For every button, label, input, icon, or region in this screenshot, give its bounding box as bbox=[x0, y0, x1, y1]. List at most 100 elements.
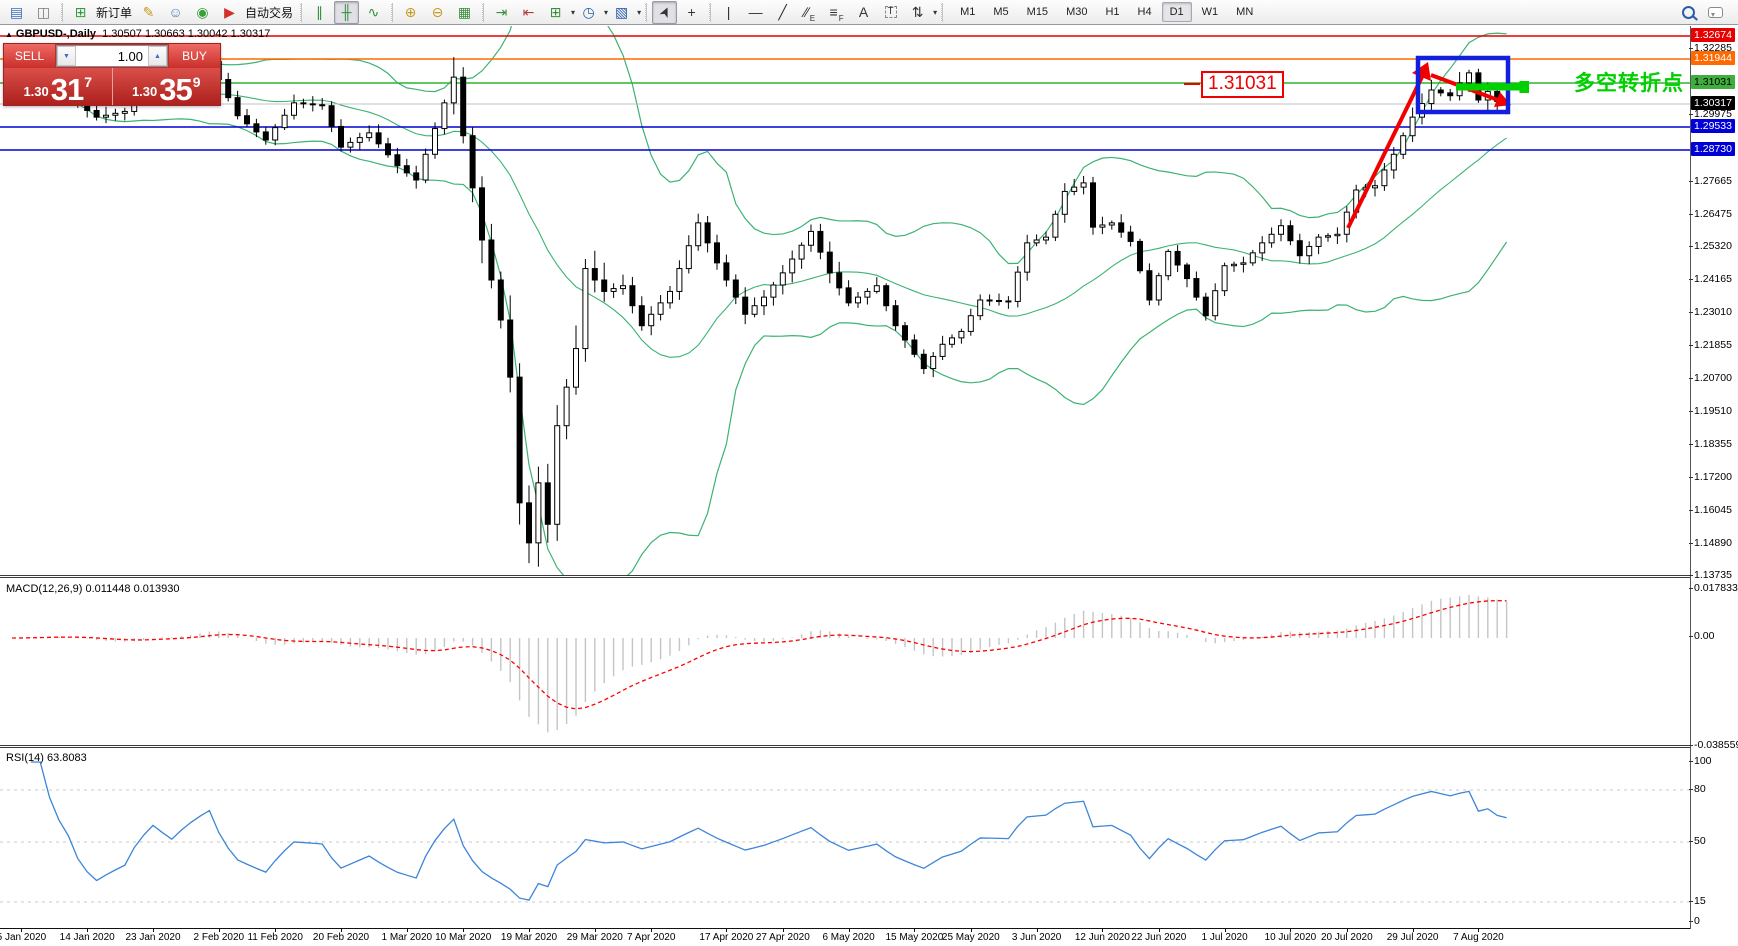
autotrading-icon-label[interactable]: 自动交易 bbox=[245, 5, 294, 20]
community-icon: ☺ bbox=[168, 4, 183, 20]
price-tick-label: 1.23010 bbox=[1689, 306, 1732, 318]
turning-point-bar-handle[interactable] bbox=[1519, 81, 1530, 93]
new-chart-icon[interactable]: ▤ bbox=[4, 1, 29, 24]
indicators-icon-dropdown[interactable]: ▾ bbox=[571, 7, 576, 17]
date-tick-mark bbox=[275, 929, 277, 932]
bid-price[interactable]: 1.30 31 7 bbox=[4, 68, 113, 105]
rsi-pane-surface[interactable] bbox=[0, 748, 1690, 928]
date-tick-label: 29 Jul 2020 bbox=[1386, 932, 1439, 943]
price-tick-label: 1.25320 bbox=[1689, 240, 1732, 252]
toolbar-separator bbox=[482, 2, 485, 22]
date-tick-mark bbox=[848, 929, 850, 932]
turning-point-bar[interactable] bbox=[1456, 83, 1529, 91]
price-chart-surface[interactable] bbox=[0, 26, 1690, 576]
timeframe-h1[interactable]: H1 bbox=[1105, 6, 1120, 18]
fibonacci-icon[interactable]: ≡ F bbox=[829, 4, 844, 23]
new-order-icon[interactable]: ⊞ bbox=[68, 1, 93, 24]
timeframe-h4[interactable]: H4 bbox=[1137, 6, 1152, 18]
zoom-in-icon[interactable]: ⊕ bbox=[398, 1, 423, 24]
zoom-out-icon[interactable]: ⊖ bbox=[425, 1, 450, 24]
date-tick-label: 11 Feb 2020 bbox=[247, 932, 303, 943]
timeframe-m15[interactable]: M15 bbox=[1026, 6, 1049, 18]
pane-separator[interactable] bbox=[0, 745, 1690, 748]
toolbar-separator bbox=[709, 2, 712, 22]
pane-separator[interactable] bbox=[0, 575, 1690, 578]
collapse-arrow-icon[interactable]: ▲ bbox=[5, 30, 13, 39]
arrows-tool-icon[interactable]: ⇅ bbox=[905, 1, 930, 24]
hline-icon: — bbox=[748, 4, 763, 20]
line-chart-icon[interactable]: ∿ bbox=[361, 1, 386, 24]
vline-icon[interactable]: | bbox=[716, 1, 741, 24]
templates-icon[interactable]: ▧ bbox=[609, 1, 634, 24]
date-tick-mark bbox=[153, 929, 154, 932]
rsi-line bbox=[30, 761, 1507, 901]
fibonacci-icon: ≡ bbox=[829, 4, 838, 20]
timeframe-m30[interactable]: M30 bbox=[1066, 6, 1088, 18]
sell-button[interactable]: SELL bbox=[4, 44, 55, 68]
signal-icon[interactable]: ◉ bbox=[190, 1, 215, 24]
date-tick-mark bbox=[463, 929, 465, 932]
timeframe-mn[interactable]: MN bbox=[1236, 6, 1254, 18]
rsi-tick-label: 0 bbox=[1689, 915, 1700, 927]
date-tick-mark bbox=[341, 929, 342, 932]
trendline-icon[interactable]: ╱ bbox=[770, 1, 795, 24]
bid-prefix: 1.30 bbox=[23, 84, 49, 99]
bid-big-digits: 31 bbox=[50, 72, 84, 107]
chart-shift-icon[interactable]: ⇤ bbox=[516, 1, 541, 24]
date-tick-mark bbox=[406, 929, 408, 932]
channel-icon[interactable]: ∕∕ E bbox=[804, 4, 816, 23]
text-label-icon[interactable]: T bbox=[878, 1, 903, 24]
volume-input[interactable]: 1.00 bbox=[117, 49, 143, 64]
date-tick-label: 3 Jun 2020 bbox=[1011, 932, 1062, 943]
periods-icon-dropdown[interactable]: ▾ bbox=[604, 7, 609, 17]
cursor-icon[interactable]: ➤ bbox=[652, 0, 678, 24]
styler-icon: ✎ bbox=[142, 4, 155, 20]
candlestick-chart-icon[interactable]: ╫ bbox=[334, 0, 360, 24]
templates-icon-dropdown[interactable]: ▾ bbox=[637, 7, 642, 17]
price-tick-label: 1.29975 bbox=[1689, 108, 1732, 120]
periods-icon[interactable]: ◷ bbox=[576, 1, 601, 24]
arrows-tool-icon-dropdown[interactable]: ▾ bbox=[933, 7, 938, 17]
bar-chart-icon[interactable]: ∥ bbox=[307, 1, 332, 24]
chat-icon[interactable] bbox=[1703, 1, 1728, 24]
profiles-icon: ◫ bbox=[36, 4, 51, 20]
date-tick-label: 19 Mar 2020 bbox=[500, 932, 558, 943]
price-level-label: 1.29533 bbox=[1691, 119, 1735, 133]
search-icon[interactable] bbox=[1676, 1, 1701, 24]
buy-button[interactable]: BUY bbox=[169, 44, 220, 68]
autotrading-icon[interactable]: ▶ bbox=[217, 1, 242, 24]
price-callout-label[interactable]: 1.31031 bbox=[1201, 71, 1284, 98]
new-order-icon-label[interactable]: 新订单 bbox=[96, 5, 133, 20]
ask-price[interactable]: 1.30 35 9 bbox=[112, 68, 220, 105]
rsi-tick-label: 80 bbox=[1689, 783, 1706, 795]
indicators-icon: ⊞ bbox=[549, 4, 562, 20]
timeframe-w1[interactable]: W1 bbox=[1201, 6, 1219, 18]
timeframe-bar: M1 M5 M15 M30 H1 H4 D1 W1 MN bbox=[951, 2, 1262, 22]
toolbar-separator bbox=[300, 2, 303, 22]
volume-up-button[interactable]: ▲ bbox=[148, 46, 167, 66]
timeframe-m5[interactable]: M5 bbox=[993, 6, 1009, 18]
signal-icon: ◉ bbox=[196, 4, 209, 20]
indicators-icon[interactable]: ⊞ bbox=[543, 1, 568, 24]
timeframe-m1[interactable]: M1 bbox=[960, 6, 976, 18]
auto-scroll-icon[interactable]: ⇥ bbox=[489, 1, 514, 24]
hline-icon[interactable]: — bbox=[743, 1, 768, 24]
profiles-icon[interactable]: ◫ bbox=[31, 1, 56, 24]
candlestick-chart-icon: ╫ bbox=[341, 4, 352, 20]
styler-icon[interactable]: ✎ bbox=[136, 1, 161, 24]
bar-chart-icon: ∥ bbox=[316, 4, 324, 20]
tile-windows-icon[interactable]: ▦ bbox=[452, 1, 477, 24]
turning-point-annotation[interactable]: 多空转折点 bbox=[1574, 72, 1684, 95]
macd-pane-surface[interactable] bbox=[0, 578, 1690, 745]
volume-down-button[interactable]: ▼ bbox=[57, 46, 76, 66]
text-icon[interactable]: A bbox=[851, 1, 876, 24]
uptrend-arrow[interactable] bbox=[1346, 76, 1424, 229]
crosshair-icon[interactable]: + bbox=[679, 1, 704, 24]
date-tick-label: 5 Jan 2020 bbox=[0, 932, 47, 943]
date-tick-mark bbox=[1036, 929, 1038, 932]
macd-tick-label: -0.038559 bbox=[1688, 739, 1738, 751]
timeframe-d1[interactable]: D1 bbox=[1161, 2, 1192, 22]
community-icon[interactable]: ☺ bbox=[163, 1, 188, 24]
price-tick-label: 1.21855 bbox=[1689, 339, 1732, 351]
